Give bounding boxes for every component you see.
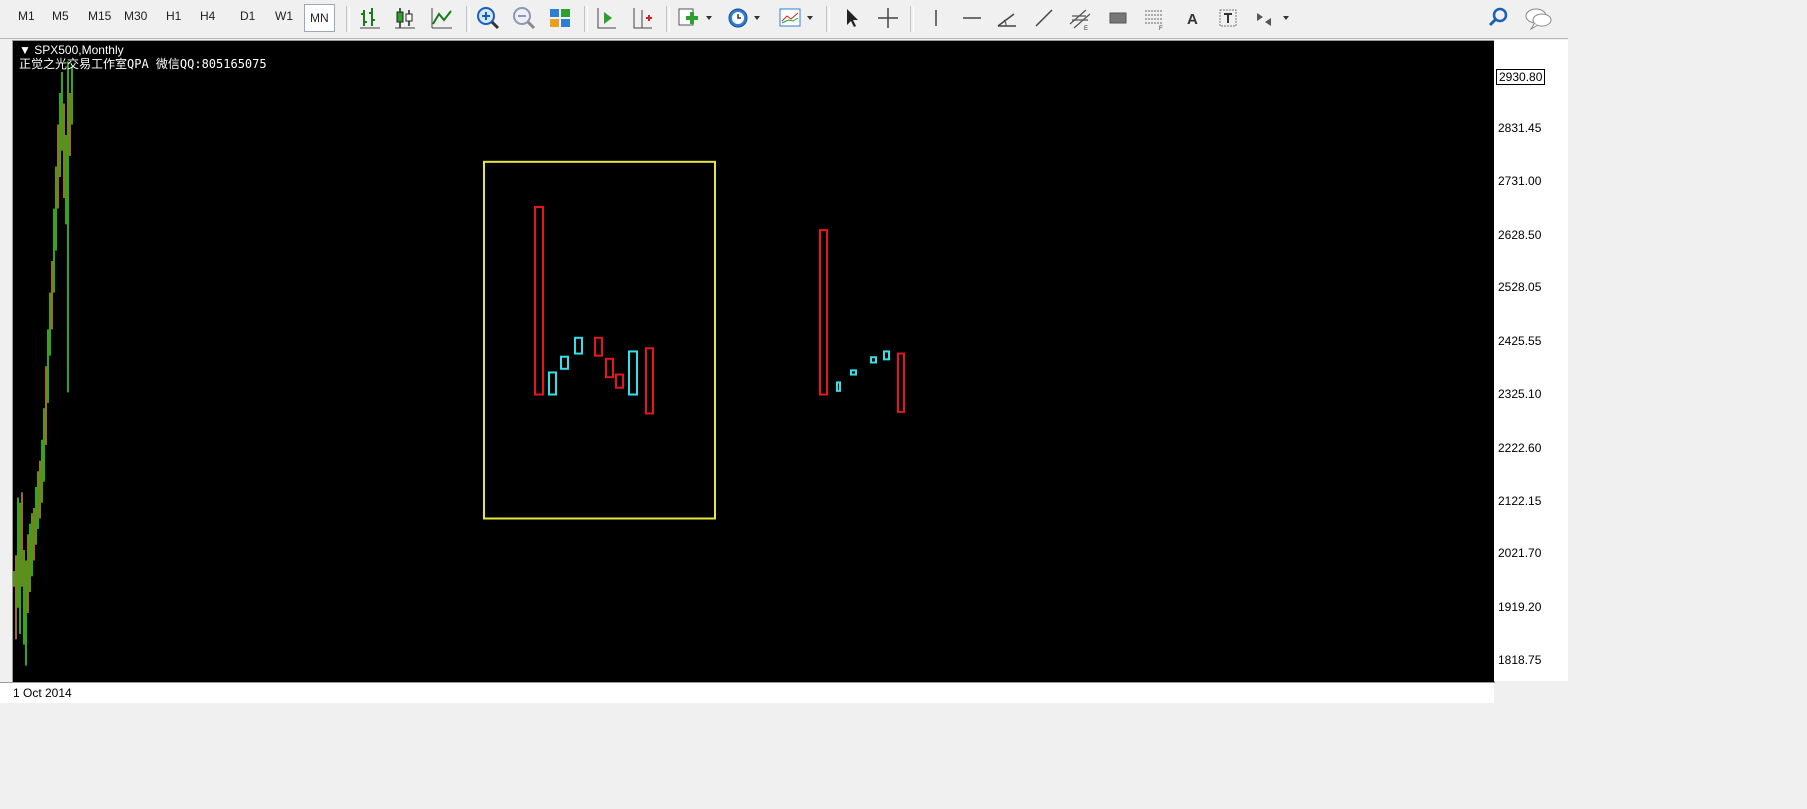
price-axis-tick: 2222.60 bbox=[1498, 440, 1542, 455]
pattern-candle bbox=[628, 350, 638, 396]
cursor-arrow-icon[interactable] bbox=[838, 4, 866, 32]
pattern-candle bbox=[897, 352, 905, 413]
pattern-box bbox=[483, 160, 716, 520]
svg-text:E: E bbox=[1084, 26, 1088, 32]
chart-shift-icon[interactable] bbox=[628, 4, 656, 32]
tile-windows-icon[interactable] bbox=[546, 4, 574, 32]
price-axis-tick: 2021.70 bbox=[1498, 546, 1542, 561]
price-axis-tick: 1818.75 bbox=[1498, 653, 1542, 667]
pattern-candle bbox=[574, 336, 583, 355]
timeframe-m30-button[interactable]: M30 bbox=[124, 9, 148, 23]
pattern-candle bbox=[615, 373, 624, 389]
highlight-box bbox=[483, 160, 716, 520]
price-axis-tick: 2831.45 bbox=[1498, 121, 1542, 135]
pattern-group-1 bbox=[534, 205, 654, 415]
fibonacci-icon[interactable]: F bbox=[1140, 4, 1168, 32]
toolbar-separator bbox=[826, 6, 830, 32]
crosshair-icon[interactable] bbox=[874, 4, 902, 32]
toolbar-separator bbox=[910, 6, 914, 32]
chart-comment: 正觉之光交易工作室QPA 微信QQ:805165075 bbox=[19, 57, 267, 71]
pattern-candle bbox=[819, 229, 828, 396]
price-axis-tick: 2731.00 bbox=[1498, 173, 1542, 188]
trendline-icon[interactable] bbox=[1030, 4, 1058, 32]
pattern-candle bbox=[883, 350, 890, 361]
price-axis-tick: 2628.50 bbox=[1498, 227, 1542, 242]
timeframe-h4-button[interactable]: H4 bbox=[200, 9, 216, 23]
timeframe-m15-button[interactable]: M15 bbox=[88, 9, 112, 23]
pattern-candle bbox=[645, 347, 654, 415]
rectangle-icon[interactable] bbox=[1104, 4, 1132, 32]
pattern-candle bbox=[560, 355, 569, 370]
candlestick-chart-icon[interactable] bbox=[391, 4, 419, 32]
templates-dropdown-icon[interactable] bbox=[776, 4, 818, 32]
vertical-line-icon[interactable] bbox=[922, 4, 950, 32]
toolbar: M1 M5 M15 M30 H1 H4 D1 W1 MN E F A bbox=[0, 0, 1568, 39]
time-axis[interactable]: 1 Oct 2014 bbox=[0, 682, 1494, 703]
arrows-dropdown-icon[interactable] bbox=[1250, 4, 1294, 32]
auto-scroll-icon[interactable] bbox=[592, 4, 620, 32]
bar-chart-icon[interactable] bbox=[356, 4, 384, 32]
periods-dropdown-icon[interactable] bbox=[724, 4, 764, 32]
timeframe-h1-button[interactable]: H1 bbox=[166, 9, 182, 23]
symbol-timeframe: SPX500,Monthly bbox=[34, 43, 124, 57]
zoom-in-icon[interactable] bbox=[474, 4, 502, 32]
equidistant-channel-icon[interactable]: E bbox=[1066, 4, 1094, 32]
trendline-angle-icon[interactable] bbox=[994, 4, 1022, 32]
text-label-icon[interactable] bbox=[1214, 4, 1242, 32]
price-axis-tick: 1919.20 bbox=[1498, 600, 1542, 615]
pattern-candle bbox=[605, 357, 614, 379]
price-axis-tick: 2122.15 bbox=[1498, 493, 1542, 508]
collapse-triangle-icon[interactable]: ▼ bbox=[19, 43, 31, 57]
chat-icon[interactable] bbox=[1520, 4, 1556, 32]
price-axis-tick: 2425.55 bbox=[1498, 334, 1542, 349]
search-icon[interactable] bbox=[1484, 4, 1512, 32]
pattern-candle bbox=[548, 371, 557, 396]
pattern-candle bbox=[594, 336, 603, 357]
timeframe-mn-button[interactable]: MN bbox=[304, 4, 335, 32]
pattern-candle bbox=[850, 369, 857, 376]
price-axis-tick: 2325.10 bbox=[1498, 387, 1542, 401]
timeframe-w1-button[interactable]: W1 bbox=[275, 9, 293, 23]
timeframe-d1-button[interactable]: D1 bbox=[240, 9, 256, 23]
symbol-label[interactable]: ▼ SPX500,Monthly bbox=[19, 44, 124, 57]
toolbar-separator bbox=[584, 6, 588, 32]
pattern-candle bbox=[534, 205, 544, 396]
price-axis-tick: 2528.05 bbox=[1498, 280, 1542, 295]
text-icon[interactable]: A bbox=[1178, 4, 1206, 32]
svg-text:F: F bbox=[1159, 26, 1163, 32]
pattern-candle bbox=[836, 381, 841, 392]
timeframe-m5-button[interactable]: M5 bbox=[52, 9, 69, 23]
history-bars bbox=[13, 61, 73, 666]
zoom-out-icon[interactable] bbox=[510, 4, 538, 32]
indicators-dropdown-icon[interactable] bbox=[674, 4, 714, 32]
pattern-candle bbox=[870, 356, 877, 364]
chart-area[interactable]: ▼ SPX500,Monthly 正觉之光交易工作室QPA 微信QQ:80516… bbox=[12, 40, 1495, 683]
price-axis[interactable]: 2930.80 2831.45 2731.00 2628.50 2528.05 2425.… bbox=[1494, 40, 1568, 681]
toolbar-separator bbox=[466, 6, 470, 32]
time-axis-label: 1 Oct 2014 bbox=[13, 686, 72, 700]
current-price-label: 2930.80 bbox=[1496, 68, 1546, 85]
left-margin bbox=[0, 40, 12, 682]
line-chart-icon[interactable] bbox=[428, 4, 456, 32]
toolbar-separator bbox=[346, 6, 350, 32]
pattern-group-2 bbox=[819, 229, 905, 413]
price-chart bbox=[13, 61, 905, 666]
timeframe-m1-button[interactable]: M1 bbox=[18, 9, 35, 23]
toolbar-separator bbox=[666, 6, 670, 32]
svg-text:A: A bbox=[1187, 11, 1198, 28]
horizontal-line-icon[interactable] bbox=[958, 4, 986, 32]
